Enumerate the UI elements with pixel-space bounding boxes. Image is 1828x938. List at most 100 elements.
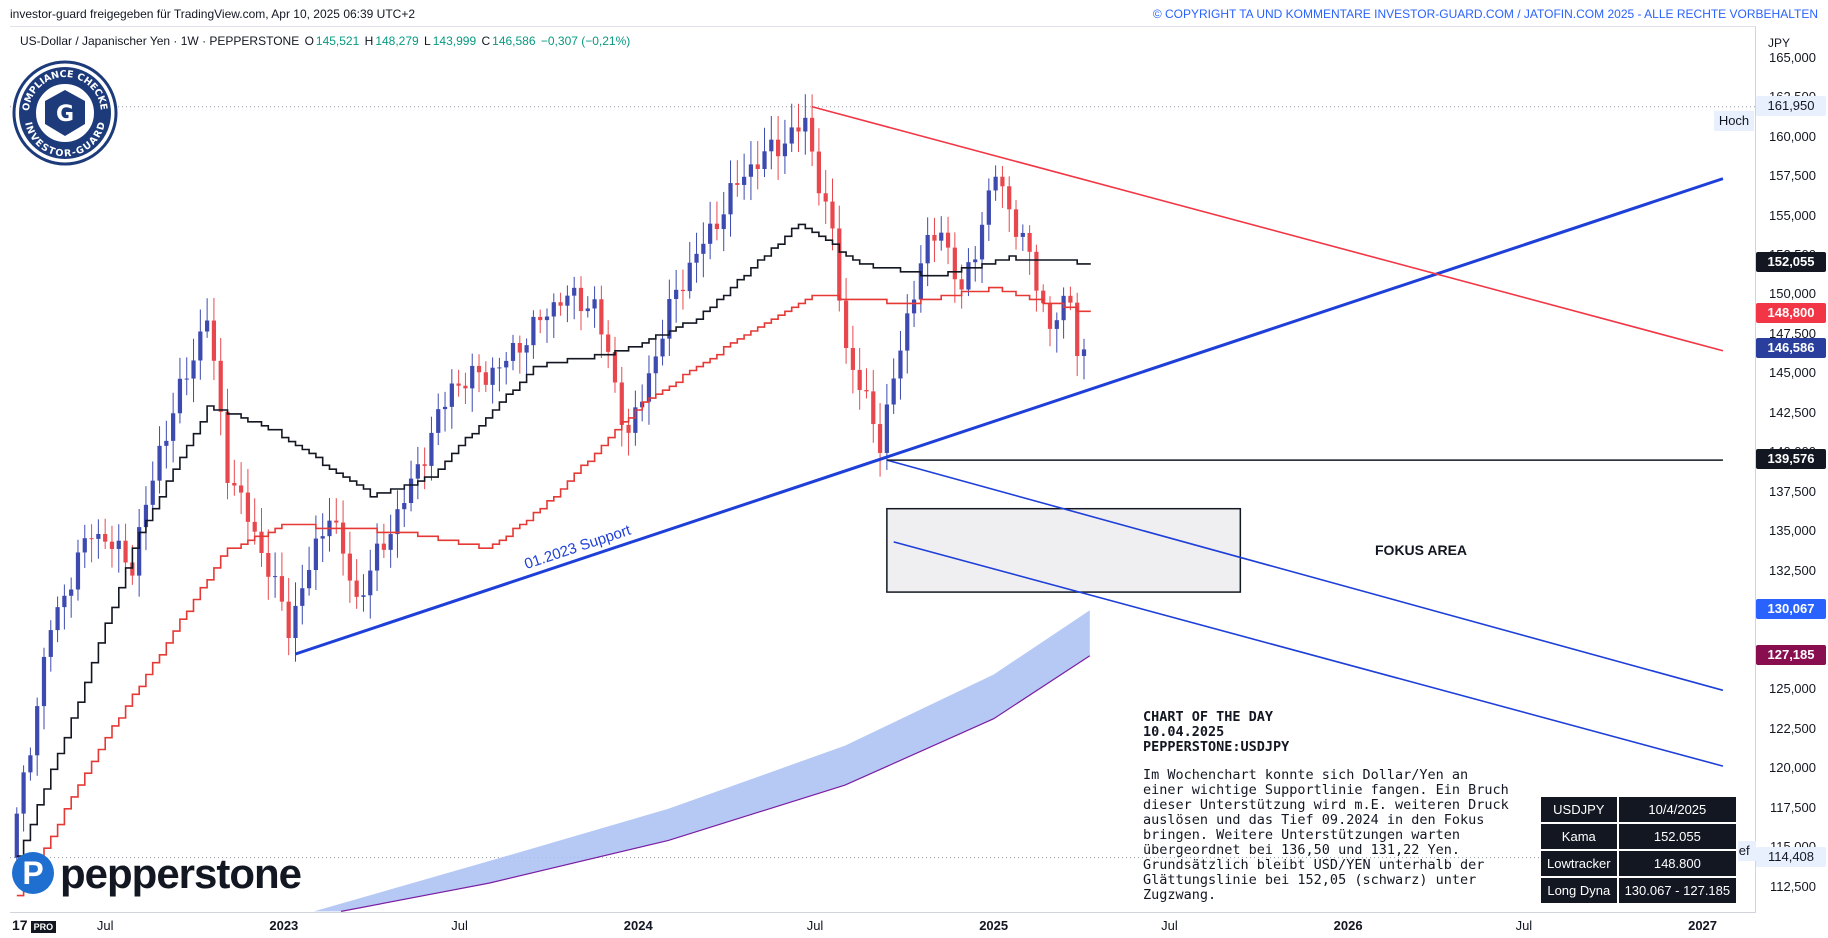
- candle-body: [755, 164, 760, 170]
- candle-body: [157, 445, 162, 481]
- candle-body: [429, 432, 434, 466]
- y-tick-label: 132,500: [1769, 562, 1816, 578]
- candle-body: [164, 440, 169, 446]
- candle-body: [517, 342, 522, 353]
- y-tick-label: 142,500: [1769, 404, 1816, 420]
- x-tick-label: Jul: [96, 918, 114, 933]
- table-cell: 152.055: [1616, 822, 1739, 851]
- pepperstone-wordmark: pepperstone: [60, 850, 302, 897]
- candle-body: [279, 576, 285, 602]
- candle-body: [742, 176, 747, 185]
- candle-body: [701, 243, 706, 254]
- candle-body: [905, 313, 910, 351]
- candle-body: [245, 492, 251, 522]
- top-bar: investor-guard freigegeben für TradingVi…: [0, 0, 1828, 26]
- commentary-body: Im Wochenchart konnte sich Dollar/Yen an…: [1143, 767, 1509, 903]
- candle-body: [347, 553, 352, 581]
- price-badge: 146,586: [1756, 338, 1826, 359]
- candle-body: [864, 389, 869, 392]
- tradingview-logo[interactable]: 17 PRO: [12, 917, 57, 933]
- time-axis[interactable]: Jul 2023 Jul 2024 Jul 2025 Jul 2026 Jul 2027: [10, 912, 1755, 938]
- candle-body: [769, 139, 774, 152]
- candle-body: [497, 367, 502, 369]
- y-tick-label: 135,000: [1769, 523, 1816, 539]
- candle-body: [803, 117, 808, 132]
- candle-body: [198, 331, 203, 361]
- copyright-notice: © COPYRIGHT TA UND KOMMENTARE INVESTOR-G…: [1152, 7, 1818, 21]
- tradingview-pro-badge: PRO: [30, 921, 57, 933]
- candle-body: [565, 295, 570, 306]
- candle-body: [82, 538, 87, 553]
- candle-body: [35, 706, 40, 756]
- candle-body: [116, 540, 121, 549]
- candle-body: [96, 533, 101, 539]
- table-row: Lowtracker 148.800: [1539, 849, 1739, 878]
- candle-body: [721, 214, 726, 230]
- candle-body: [388, 534, 393, 550]
- candle-body: [809, 117, 815, 152]
- candle-body: [633, 407, 638, 433]
- high-value: 148,279: [375, 34, 419, 48]
- y-tick-label: 120,000: [1769, 760, 1816, 776]
- candle-body: [592, 299, 597, 309]
- candle-body: [205, 320, 210, 332]
- close-label: C: [481, 34, 491, 48]
- price-axis[interactable]: 112,500115,000117,500120,000122,500125,0…: [1756, 26, 1828, 912]
- candle-body: [171, 413, 176, 441]
- x-tick-label: 2026: [1333, 918, 1363, 933]
- close-value: 146,586: [492, 34, 536, 48]
- candle-body: [1075, 302, 1080, 357]
- commentary-header: CHART OF THE DAY 10.04.2025 PEPPERSTONE:…: [1143, 709, 1290, 755]
- candle-body: [932, 234, 937, 241]
- symbol-legend: US-Dollar / Japanischer Yen · 1W · PEPPE…: [20, 34, 632, 48]
- candle-body: [123, 540, 128, 563]
- candle-body: [225, 411, 230, 483]
- y-tick-label: 165,000: [1769, 49, 1816, 65]
- candle-body: [789, 127, 794, 144]
- candle-body: [891, 378, 896, 405]
- x-tick-label: 2025: [979, 918, 1009, 933]
- change-value: −0,307 (−0,21%): [540, 34, 631, 48]
- high-marker-label: Hoch: [1714, 111, 1754, 131]
- y-tick-label: 122,500: [1769, 720, 1816, 736]
- candle-body: [436, 409, 441, 433]
- candle-body: [218, 360, 223, 412]
- tradingview-mark: 17: [12, 917, 28, 933]
- candle-body: [585, 308, 590, 312]
- candle-body: [490, 367, 495, 385]
- candle-body: [184, 378, 189, 380]
- candle-body: [925, 234, 930, 264]
- candle-body: [837, 228, 842, 301]
- lowtracker-line: [16, 286, 1091, 897]
- candle-body: [21, 772, 26, 814]
- candle-body: [109, 541, 115, 549]
- candle-body: [1013, 209, 1019, 237]
- fokus-area-label: FOKUS AREA: [1375, 542, 1468, 558]
- candle-body: [211, 320, 217, 361]
- candle-body: [952, 247, 957, 280]
- candle-body: [14, 813, 19, 858]
- candle-body: [177, 378, 183, 414]
- candle-body: [239, 485, 244, 493]
- candle-body: [402, 503, 407, 510]
- candle-body: [898, 350, 903, 379]
- price-badge: 148,800: [1756, 303, 1826, 324]
- candle-body: [75, 552, 81, 590]
- price-badge: 114,408: [1756, 846, 1826, 867]
- candle-body: [55, 607, 60, 631]
- y-tick-label: 160,000: [1769, 128, 1816, 144]
- candle-body: [415, 464, 420, 479]
- candle-body: [959, 279, 964, 290]
- chart-plot-area[interactable]: 01.2023 Support: [10, 26, 1756, 913]
- candle-body: [456, 383, 461, 386]
- candle-body: [103, 533, 108, 542]
- candle-body: [89, 538, 94, 540]
- candle-body: [368, 570, 373, 596]
- resistance-trendline: [811, 105, 1724, 352]
- candle-body: [272, 576, 278, 578]
- table-header-cell: USDJPY: [1539, 795, 1619, 824]
- y-tick-label: 145,000: [1769, 365, 1816, 381]
- currency-label: JPY: [1768, 36, 1791, 50]
- long-dyna-band: [313, 610, 1090, 912]
- candle-body: [191, 360, 196, 379]
